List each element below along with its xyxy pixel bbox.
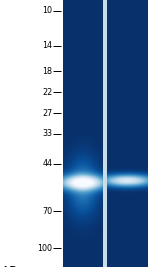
Text: 27: 27 [42,109,52,118]
Text: 14: 14 [42,41,52,50]
Text: 44: 44 [42,159,52,168]
Text: 18: 18 [42,67,52,76]
Text: 22: 22 [42,88,52,97]
Bar [63,0,148,267]
Text: 10: 10 [42,6,52,15]
Text: 33: 33 [42,129,52,138]
Bar [103,0,107,267]
Text: 100: 100 [38,244,52,253]
Text: kDa: kDa [3,266,24,267]
Text: 70: 70 [42,207,52,216]
